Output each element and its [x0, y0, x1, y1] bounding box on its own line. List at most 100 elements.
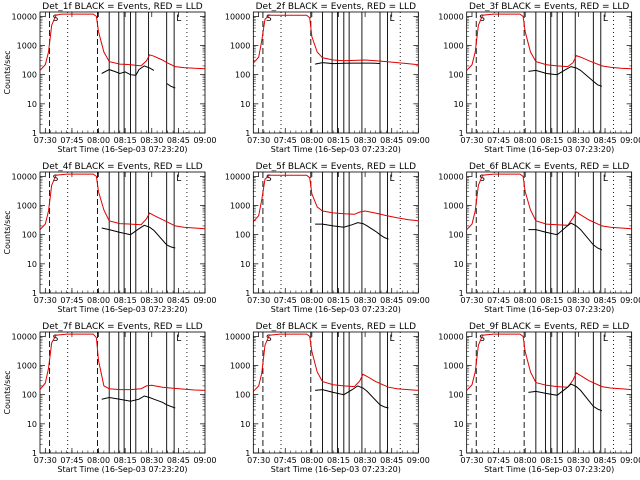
- y-tick-label: 10000: [225, 12, 250, 21]
- flag-l: L: [390, 334, 395, 344]
- flag-l: L: [390, 14, 395, 24]
- y-tick-label: 1: [32, 129, 37, 138]
- series-events-line: [528, 383, 603, 412]
- x-tick-label: 08:30: [567, 456, 590, 465]
- panel-title: Det_3f BLACK = Events, RED = LLD: [469, 2, 629, 12]
- x-tick-label: 08:00: [514, 136, 537, 145]
- x-tick-label: 08:00: [300, 296, 323, 305]
- panel-title: Det_7f BLACK = Events, RED = LLD: [42, 322, 202, 332]
- flag-l: L: [176, 334, 181, 344]
- series-lld-line: [40, 173, 205, 230]
- series-events-line: [315, 385, 389, 409]
- y-tick-label: 100: [235, 391, 250, 400]
- y-tick-label: 1: [459, 129, 464, 138]
- panel-8: Det_8f BLACK = Events, RED = LLD 1 10 100 10…: [225, 322, 430, 474]
- panel-3: Det_3f BLACK = Events, RED = LLD 1 10 100 10…: [438, 2, 640, 154]
- marker-lines: [49, 12, 188, 133]
- x-tick-label: 09:00: [620, 296, 640, 305]
- y-tick-label: 10: [27, 100, 37, 109]
- x-tick-label: 08:45: [167, 456, 190, 465]
- series-lld-line: [40, 13, 205, 71]
- panel-9: Det_9f BLACK = Events, RED = LLD 1 10 100 10…: [438, 322, 640, 474]
- x-tick-label: 08:00: [87, 456, 110, 465]
- panel-5: Det_5f BLACK = Events, RED = LLD 1 10 100 10…: [225, 162, 430, 314]
- flag-l: L: [603, 14, 608, 24]
- x-axis-label: Start Time (16-Sep-03 07:23:20): [271, 145, 401, 154]
- y-tick-label: 10: [453, 100, 463, 109]
- y-tick-label: 1: [245, 289, 250, 298]
- flag-s: S: [53, 334, 59, 344]
- y-tick-label: 1: [245, 449, 250, 458]
- x-tick-label: 09:00: [620, 456, 640, 465]
- x-tick-label: 07:45: [60, 456, 83, 465]
- y-tick-label: 100: [22, 71, 37, 80]
- x-tick-label: 09:00: [193, 456, 216, 465]
- plot-frame: [252, 171, 419, 294]
- x-tick-label: 08:45: [380, 296, 403, 305]
- flag-l: L: [176, 14, 181, 24]
- x-tick-label: 08:15: [327, 136, 350, 145]
- x-tick-label: 07:45: [274, 296, 297, 305]
- series-lld-line: [466, 13, 632, 71]
- y-tick-label: 10000: [438, 172, 463, 181]
- x-tick-label: 08:15: [540, 296, 563, 305]
- y-tick-label: 10000: [438, 12, 463, 21]
- y-tick-label: 1000: [443, 202, 463, 211]
- x-tick-label: 07:45: [274, 456, 297, 465]
- flag-s: S: [479, 334, 485, 344]
- x-tick-label: 07:45: [487, 296, 510, 305]
- x-tick-label: 08:15: [114, 136, 137, 145]
- series-events-line: [315, 222, 389, 240]
- x-tick-label: 08:30: [140, 456, 163, 465]
- panel-1: Det_1f BLACK = Events, RED = LLD 1 10 100 10…: [3, 2, 217, 154]
- flag-s: S: [266, 14, 272, 24]
- x-tick-label: 09:00: [620, 136, 640, 145]
- series-lld-line: [466, 333, 632, 391]
- flag-s: S: [479, 14, 485, 24]
- x-tick-label: 09:00: [407, 296, 430, 305]
- plot-frame: [39, 171, 206, 294]
- panel-6: Det_6f BLACK = Events, RED = LLD 1 10 100 10…: [438, 162, 640, 314]
- marker-lines: [475, 172, 615, 293]
- x-tick-label: 08:00: [514, 456, 537, 465]
- plot-frame: [466, 11, 633, 134]
- series-events-line: [315, 62, 381, 65]
- x-tick-label: 07:45: [60, 296, 83, 305]
- marker-lines: [262, 332, 401, 453]
- flag-s: S: [479, 174, 485, 184]
- y-tick-label: 100: [448, 71, 463, 80]
- series-events-line: [101, 395, 176, 409]
- y-tick-label: 10: [453, 420, 463, 429]
- x-tick-label: 07:30: [460, 136, 483, 145]
- y-tick-label: 10000: [225, 172, 250, 181]
- x-tick-label: 08:30: [354, 136, 377, 145]
- x-tick-label: 08:30: [140, 296, 163, 305]
- x-tick-label: 07:30: [460, 456, 483, 465]
- series-events-line: [528, 222, 603, 251]
- y-tick-label: 10: [453, 260, 463, 269]
- plot-frame: [466, 331, 633, 454]
- flag-s: S: [266, 174, 272, 184]
- y-tick-label: 100: [235, 231, 250, 240]
- x-tick-label: 07:30: [34, 296, 57, 305]
- series-events-line: [101, 224, 176, 249]
- flag-s: S: [53, 14, 59, 24]
- x-tick-label: 08:45: [167, 136, 190, 145]
- x-tick-label: 08:15: [114, 456, 137, 465]
- panel-title: Det_2f BLACK = Events, RED = LLD: [256, 2, 416, 12]
- plot-frame: [252, 331, 419, 454]
- y-tick-label: 1000: [230, 42, 250, 51]
- y-tick-label: 100: [448, 391, 463, 400]
- panel-4: Det_4f BLACK = Events, RED = LLD 1 10 100 10…: [3, 162, 217, 314]
- y-tick-label: 1000: [230, 362, 250, 371]
- marker-lines: [262, 12, 401, 133]
- x-tick-label: 08:45: [380, 136, 403, 145]
- panel-2: Det_2f BLACK = Events, RED = LLD 1 10 100 10…: [225, 2, 430, 154]
- x-tick-label: 09:00: [193, 136, 216, 145]
- y-tick-label: 10: [240, 100, 250, 109]
- x-tick-label: 07:30: [247, 456, 270, 465]
- y-tick-label: 1: [32, 289, 37, 298]
- y-tick-label: 10: [27, 260, 37, 269]
- y-tick-label: 1000: [230, 202, 250, 211]
